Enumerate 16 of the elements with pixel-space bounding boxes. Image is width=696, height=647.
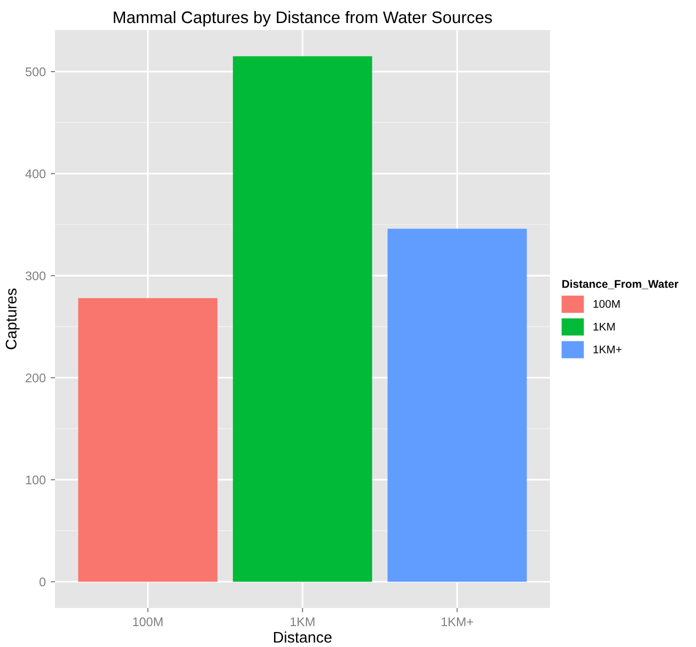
x-axis-title: Distance (274, 631, 332, 643)
chart-title: Mammal Captures by Distance from Water Sources (114, 10, 492, 27)
y-tick-label: 500 (26, 67, 46, 76)
y-tick-label: 100 (26, 476, 46, 484)
x-tick-label: 100M (133, 617, 162, 626)
y-tick-label: 200 (26, 373, 46, 382)
y-axis-title: Captures (6, 288, 20, 350)
legend-label: 1KM+ (594, 346, 622, 354)
x-tick-label: 1KM+ (442, 617, 474, 626)
y-tick-label: 300 (26, 271, 46, 280)
x-tick-label: 1KM (290, 617, 314, 626)
legend-label: 1KM (594, 322, 615, 330)
y-tick-label: 400 (25, 169, 46, 178)
legend-label: 100M (594, 300, 620, 308)
y-tick-label: 0 (40, 578, 46, 586)
legend-title: Distance_From_Water (562, 280, 678, 290)
